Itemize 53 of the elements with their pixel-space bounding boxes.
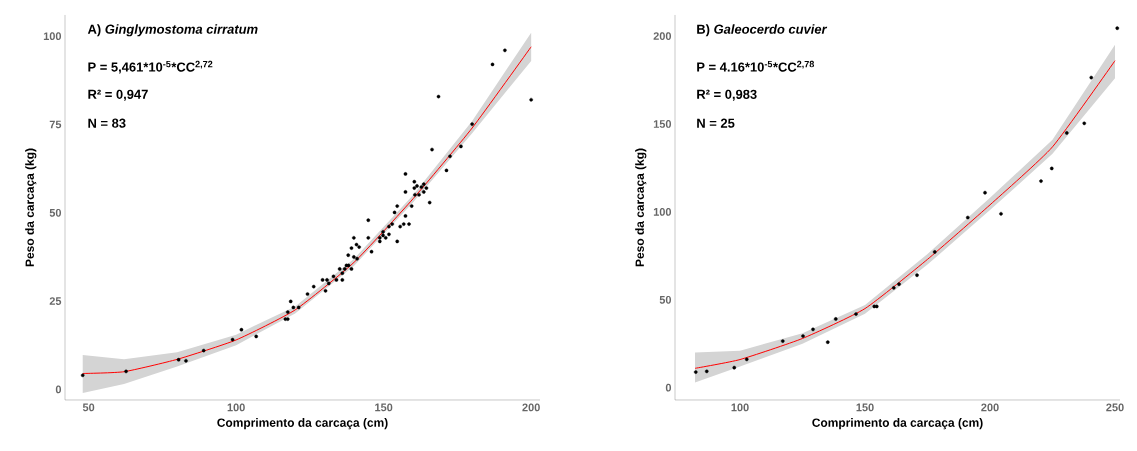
y-tick-label: 100 [653, 208, 672, 216]
point [1039, 179, 1043, 183]
point [744, 357, 749, 362]
annotation: P = 5,461*10$^{-5}$*CC$^{2,72}$ [88, 60, 213, 74]
point [965, 215, 970, 220]
point [1082, 121, 1087, 126]
point [999, 212, 1003, 216]
point [983, 190, 987, 195]
point [891, 286, 896, 290]
y-tick-label: 0 [55, 385, 62, 394]
point [693, 370, 698, 374]
y-tick-label: 50 [49, 208, 62, 217]
y-axis-title: Peso da carcaça (kg) [635, 148, 647, 267]
annotation: P = 4.16*10$^{-5}$*CC$^{2,78}$ [697, 60, 815, 72]
x-tick-label: 250 [1106, 403, 1124, 412]
text: A) Ginglymostoma cirratum [87, 24, 258, 37]
point [915, 273, 919, 277]
point [732, 365, 737, 370]
point [1089, 75, 1094, 80]
y-tick-label: 200 [653, 32, 672, 40]
point [932, 250, 937, 254]
point [1049, 166, 1054, 171]
point [854, 312, 858, 316]
y-tick-label: 0 [665, 383, 672, 392]
point [833, 317, 838, 321]
annotation: N = 83 [88, 118, 126, 128]
x-tick-label: 200 [522, 403, 540, 412]
x-axis-title: Comprimento da carcaça (cm) [217, 418, 388, 430]
annotation: R² = 0,983 [697, 89, 757, 101]
point [897, 282, 901, 286]
point [704, 369, 709, 374]
x-tick-label: 150 [856, 403, 874, 412]
x-tick-label: 100 [227, 403, 245, 412]
point [1064, 131, 1069, 135]
point [825, 340, 830, 344]
x-tick-label: 50 [82, 403, 95, 412]
y-tick-label: 25 [49, 297, 62, 305]
annotation: R² = 0,947 [88, 89, 148, 101]
point [801, 334, 805, 338]
x-tick-label: 200 [981, 403, 999, 412]
x-tick-label: 150 [375, 403, 393, 412]
y-tick-label: 50 [659, 295, 672, 304]
text: B) Galeocerdo cuvier [697, 24, 828, 37]
x-tick-label: 100 [731, 403, 749, 412]
x-axis-title: Comprimento da carcaça (cm) [812, 418, 983, 430]
y-tick-label: 150 [653, 120, 672, 128]
annotation: N = 25 [697, 118, 735, 128]
point [780, 339, 785, 343]
y-axis-title: Peso da carcaça (kg) [25, 148, 37, 267]
y-tick-label: 75 [49, 120, 62, 129]
y-tick-label: 100 [43, 32, 62, 41]
point [811, 327, 815, 332]
point [1115, 26, 1120, 30]
